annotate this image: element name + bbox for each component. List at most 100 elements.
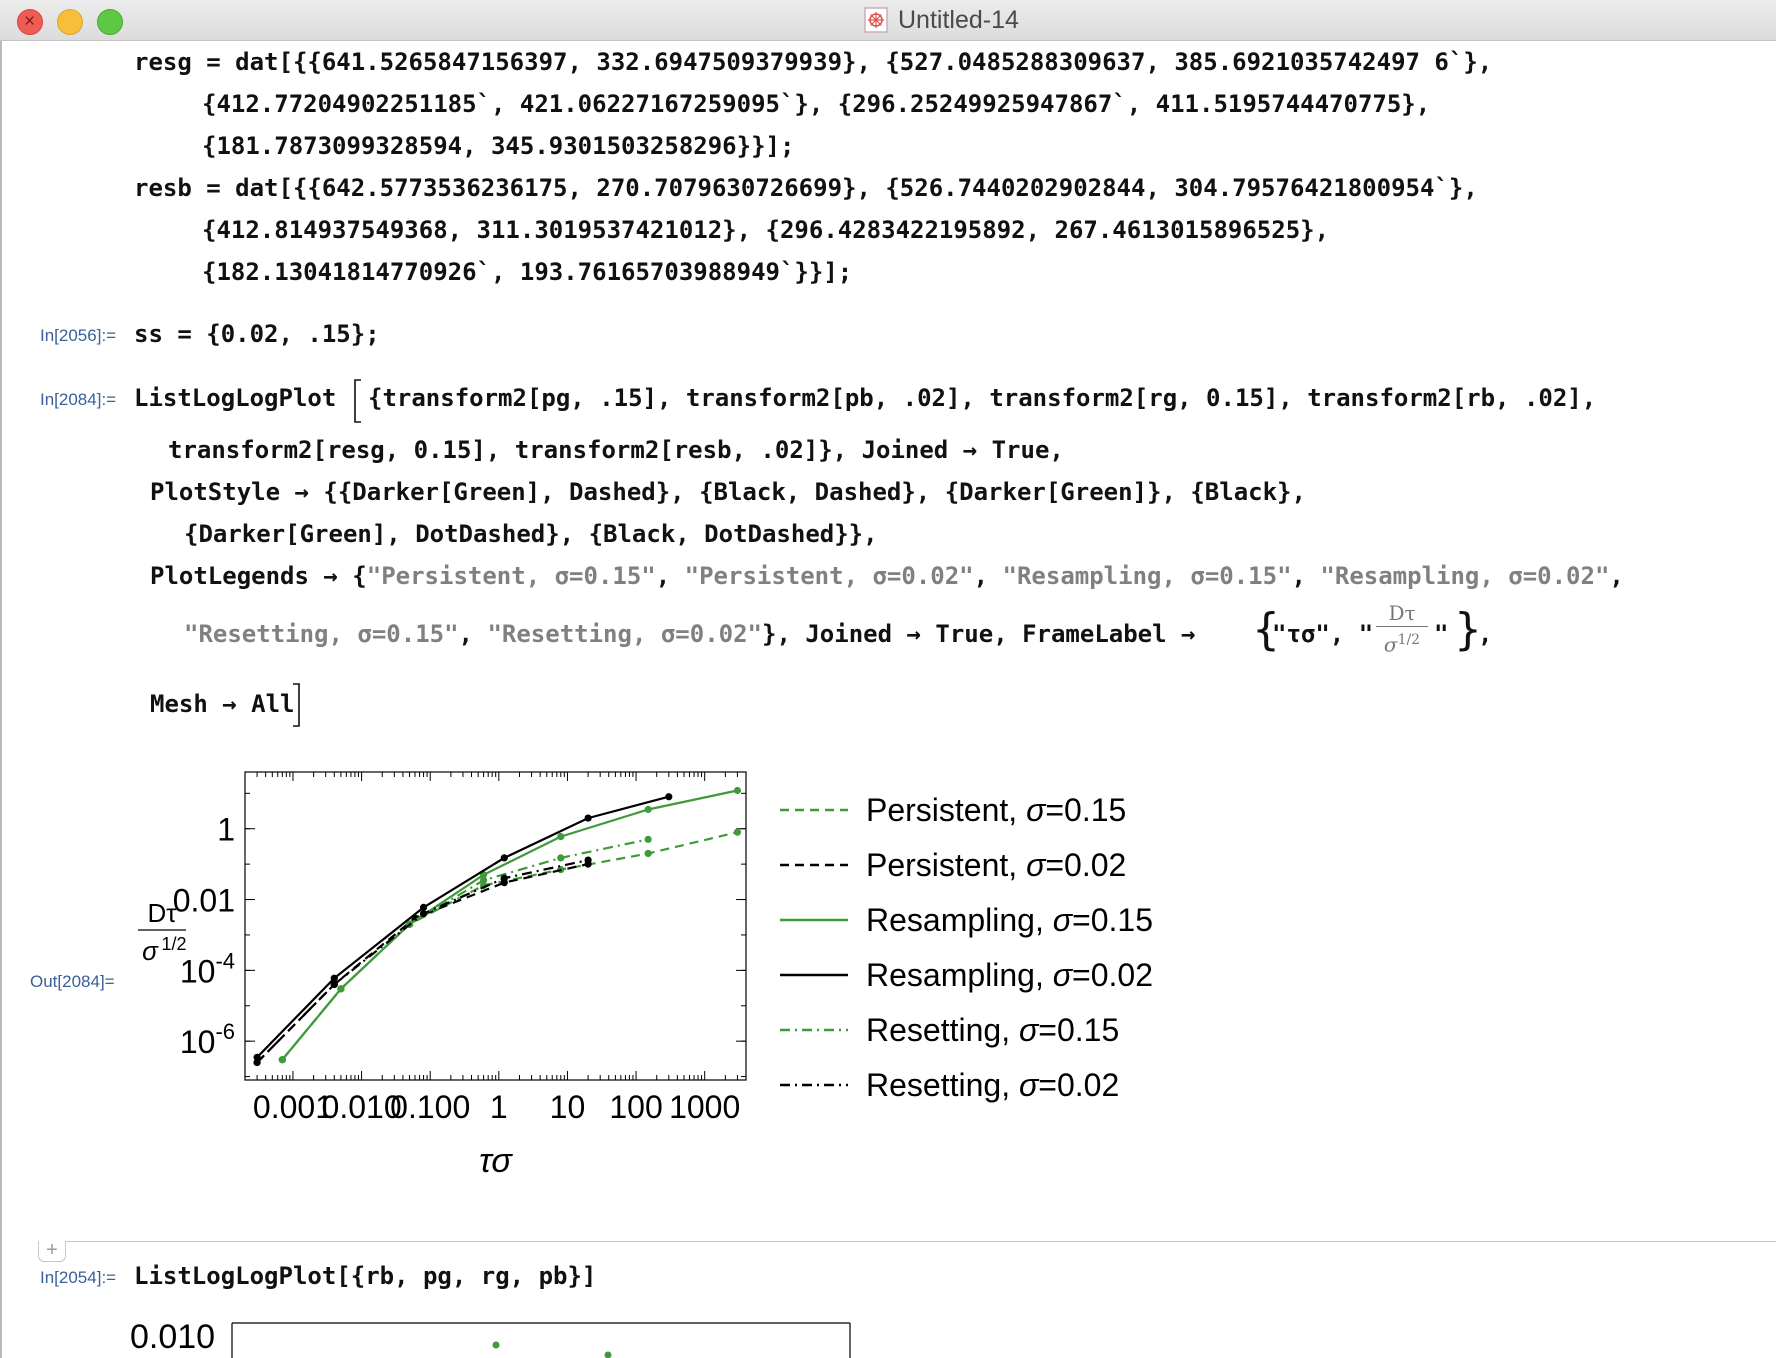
series-point bbox=[665, 793, 673, 801]
x-tick-label: 0.010 bbox=[322, 1089, 402, 1125]
series-line-3 bbox=[281, 789, 738, 1061]
resg-line-2[interactable]: {412.77204902251185`, 421.06227167259095… bbox=[202, 90, 1431, 118]
legend-string-4: "Resampling, σ=0.02" bbox=[1320, 562, 1610, 590]
second-plot-partial: 0.010 bbox=[130, 1318, 851, 1358]
cell-input-label: In[2056]:= bbox=[40, 326, 117, 345]
close-window-button[interactable] bbox=[17, 9, 43, 35]
legend-string-2: "Persistent, σ=0.02" bbox=[684, 562, 974, 590]
x-axis-label: τσ bbox=[479, 1142, 513, 1180]
comma-punctuation: , bbox=[1478, 620, 1493, 648]
resb-line-3[interactable]: {182.13041814770926`, 193.76165703988949… bbox=[202, 258, 853, 286]
fraction-denominator: σ1/2 bbox=[1383, 632, 1421, 657]
plot-command-head[interactable]: ListLogLogPlot bbox=[134, 384, 337, 412]
y-label-numerator: Dτ bbox=[147, 898, 177, 928]
partial-plot-point bbox=[492, 1341, 500, 1349]
ss-definition-code[interactable]: ss = {0.02, .15}; bbox=[134, 320, 380, 348]
open-brace-icon: { bbox=[1252, 604, 1280, 655]
series-group bbox=[253, 786, 742, 1067]
y-axis-ticks: 1 0.01 10-4 10-6 bbox=[173, 812, 746, 1060]
series-line-1 bbox=[281, 831, 738, 1061]
legend-label: Resampling, σ=0.15 bbox=[866, 902, 1153, 938]
resg-line-3[interactable]: {181.7873099328594, 345.9301503258296}}]… bbox=[202, 132, 795, 160]
series-point bbox=[419, 910, 428, 918]
series-line-4 bbox=[256, 795, 670, 1059]
plot-style-line-2[interactable]: {Darker[Green], DotDashed}, {Black, DotD… bbox=[184, 520, 878, 548]
series-point bbox=[253, 1058, 261, 1067]
series-point bbox=[733, 786, 742, 795]
frame-label-prefix: }, Joined → True, FrameLabel → bbox=[762, 620, 1210, 648]
legend-label: Resetting, σ=0.02 bbox=[866, 1067, 1119, 1103]
series-point bbox=[644, 835, 652, 843]
frame-label-quote-end: " bbox=[1434, 620, 1449, 648]
zoom-window-button[interactable] bbox=[97, 9, 123, 35]
legend-label: Resetting, σ=0.15 bbox=[866, 1012, 1119, 1048]
window-title-group: Untitled-14 bbox=[864, 6, 1019, 34]
resb-line-2[interactable]: {412.814937549368, 311.3019537421012}, {… bbox=[202, 216, 1330, 244]
series-line-5 bbox=[281, 838, 649, 1061]
y-label-exponent: 1/2 bbox=[161, 934, 186, 954]
window-title: Untitled-14 bbox=[898, 5, 1019, 34]
partial-plot-y-tick: 0.010 bbox=[130, 1318, 215, 1356]
chart-legend: Persistent, σ=0.15 Persistent, σ=0.02 Resa… bbox=[780, 792, 1153, 1103]
y-tick-label: 10-6 bbox=[180, 1019, 235, 1060]
close-brace-icon: } bbox=[1454, 604, 1482, 655]
mesh-option-line[interactable]: Mesh → All bbox=[150, 690, 295, 718]
plot-legends-prefix: PlotLegends → { bbox=[150, 562, 367, 590]
legend-string-5: "Resetting, σ=0.15" bbox=[184, 620, 459, 648]
series-point bbox=[733, 828, 742, 836]
series-point bbox=[419, 903, 428, 911]
resg-line-1[interactable]: resg = dat[{{641.5265847156397, 332.6947… bbox=[134, 48, 1493, 76]
notebook-area[interactable] bbox=[0, 41, 1776, 1358]
simple-plot-command[interactable]: ListLogLogPlot[{rb, pg, rg, pb}] bbox=[134, 1262, 597, 1290]
series-point bbox=[557, 832, 565, 841]
plot-legends-line-2[interactable]: "Resetting, σ=0.15", "Resetting, σ=0.02"… bbox=[184, 620, 1210, 648]
fraction-numerator: Dτ bbox=[1376, 600, 1428, 627]
partial-plot-point bbox=[604, 1351, 612, 1358]
series-point bbox=[644, 849, 652, 858]
cell-input-label: In[2054]:= bbox=[40, 1268, 117, 1287]
series-point bbox=[584, 814, 592, 822]
cell-divider bbox=[38, 1241, 1776, 1242]
plot-style-line-1[interactable]: PlotStyle → {{Darker[Green], Dashed}, {B… bbox=[150, 478, 1306, 506]
legend-label: Persistent, σ=0.15 bbox=[866, 792, 1126, 828]
frame-label-string: "τσ", " bbox=[1272, 620, 1374, 648]
y-tick-label: 10-4 bbox=[180, 948, 235, 989]
plot-command-line-2[interactable]: transform2[resg, 0.15], transform2[resb,… bbox=[168, 436, 1064, 464]
series-line-2 bbox=[256, 863, 589, 1064]
series-point bbox=[253, 1053, 261, 1061]
x-tick-label: 0.100 bbox=[390, 1089, 470, 1125]
x-tick-label: 10 bbox=[550, 1089, 586, 1125]
y-tick-label: 0.01 bbox=[173, 883, 235, 919]
minor-ticks bbox=[244, 772, 747, 1080]
y-tick-label: 1 bbox=[217, 812, 235, 848]
x-tick-label: 1 bbox=[490, 1089, 508, 1125]
series-point bbox=[500, 874, 508, 882]
plot-legends-line[interactable]: PlotLegends → {"Persistent, σ=0.15", "Pe… bbox=[150, 562, 1624, 590]
open-bracket-icon bbox=[354, 379, 361, 423]
cell-input-label: In[2084]:= bbox=[40, 390, 117, 409]
x-tick-label: 1000 bbox=[669, 1089, 740, 1125]
plot-command-line-1[interactable]: {transform2[pg, .15], transform2[pb, .02… bbox=[368, 384, 1597, 412]
minimize-window-button[interactable] bbox=[57, 9, 83, 35]
cell-output-label: Out[2084]= bbox=[30, 972, 115, 991]
series-point bbox=[278, 1056, 286, 1064]
x-tick-label: 0.001 bbox=[253, 1089, 333, 1125]
plot-frame bbox=[244, 771, 747, 1081]
x-tick-label: 100 bbox=[609, 1089, 662, 1125]
close-bracket-icon bbox=[293, 683, 300, 727]
series-point bbox=[480, 876, 488, 884]
series-point bbox=[330, 974, 338, 982]
series-point bbox=[330, 980, 338, 989]
series-point bbox=[584, 856, 592, 864]
resb-line-1[interactable]: resb = dat[{{642.5773536236175, 270.7079… bbox=[134, 174, 1478, 202]
title-bar: Untitled-14 bbox=[0, 0, 1776, 41]
add-cell-button[interactable]: + bbox=[38, 1240, 66, 1262]
series-point bbox=[644, 805, 652, 814]
series-point bbox=[337, 985, 345, 993]
legend-label: Persistent, σ=0.02 bbox=[866, 847, 1126, 883]
legend-label: Resampling, σ=0.02 bbox=[866, 957, 1153, 993]
legend-string-6: "Resetting, σ=0.02" bbox=[487, 620, 762, 648]
series-line-6 bbox=[256, 859, 589, 1064]
